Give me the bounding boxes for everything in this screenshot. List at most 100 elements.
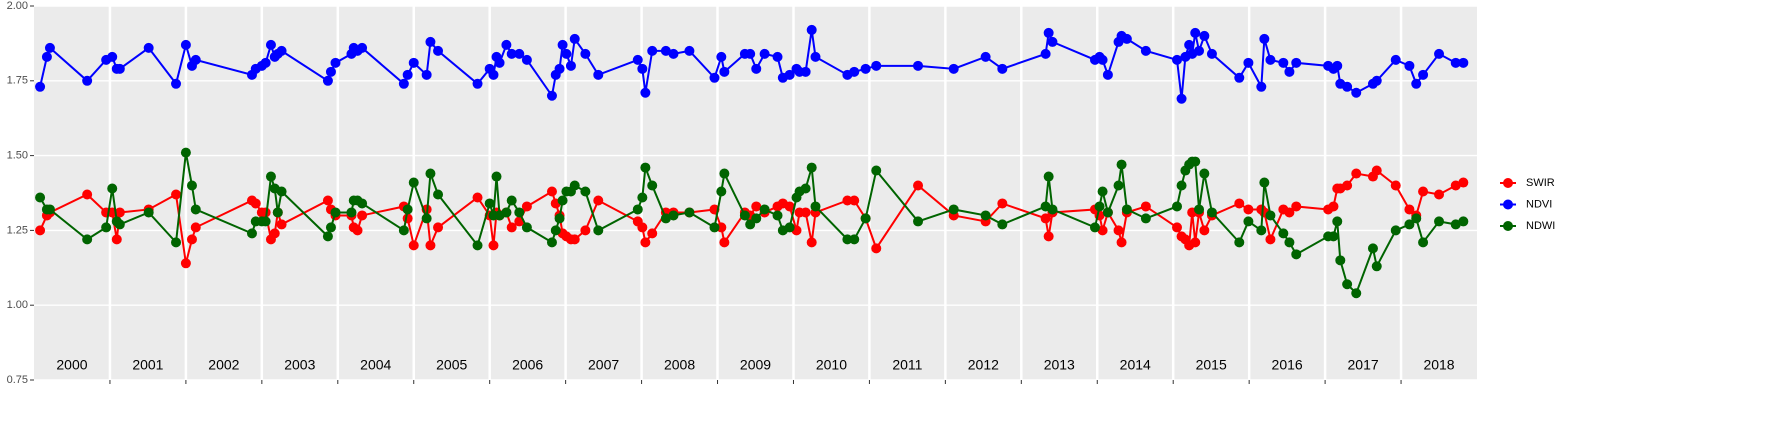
data-point [425, 168, 436, 179]
data-point [1116, 237, 1127, 248]
data-point [398, 225, 409, 236]
data-point [250, 198, 261, 209]
data-point [1418, 186, 1429, 197]
year-label: 2014 [1120, 357, 1151, 373]
data-point [111, 234, 122, 245]
data-point [1176, 93, 1187, 104]
data-point [719, 66, 730, 77]
data-point [276, 186, 287, 197]
data-point [1284, 237, 1295, 248]
y-tick-label: 1.75 [7, 75, 28, 87]
data-point [784, 222, 795, 233]
data-point [1342, 180, 1353, 191]
data-point [107, 51, 118, 62]
data-point [1291, 201, 1302, 212]
data-point [569, 234, 580, 245]
data-point [546, 186, 557, 197]
data-point [668, 210, 679, 221]
data-point [784, 201, 795, 212]
data-point [35, 225, 46, 236]
data-point [1390, 54, 1401, 65]
data-point [1047, 204, 1058, 215]
data-point [472, 78, 483, 89]
year-label: 2011 [892, 357, 922, 373]
data-point [871, 60, 882, 71]
data-point [716, 186, 727, 197]
data-point [501, 207, 512, 218]
data-point [322, 75, 333, 86]
data-point [1284, 66, 1295, 77]
data-point [554, 63, 565, 74]
data-point [580, 225, 591, 236]
data-point [1351, 288, 1362, 299]
data-point [1234, 198, 1245, 209]
data-point [751, 213, 762, 224]
data-point [260, 57, 271, 68]
data-point [1176, 180, 1187, 191]
data-point [684, 207, 695, 218]
data-point [35, 192, 46, 203]
data-point [433, 189, 444, 200]
year-label: 2002 [208, 357, 239, 373]
data-point [948, 204, 959, 215]
data-point [1371, 261, 1382, 272]
year-label: 2017 [1348, 357, 1379, 373]
data-point [276, 219, 287, 230]
data-point [1259, 177, 1270, 188]
data-point [1140, 213, 1151, 224]
data-point [1434, 189, 1445, 200]
data-point [759, 204, 770, 215]
data-point [265, 171, 276, 182]
data-point [433, 45, 444, 56]
year-label: 2001 [132, 357, 163, 373]
data-point [871, 165, 882, 176]
data-point [1367, 243, 1378, 254]
data-point [913, 216, 924, 227]
data-point [521, 222, 532, 233]
data-point [472, 192, 483, 203]
y-tick-label: 0.75 [7, 374, 28, 386]
data-point [1234, 237, 1245, 248]
data-point [398, 78, 409, 89]
data-point [980, 51, 991, 62]
data-point [1328, 201, 1339, 212]
data-point [1335, 255, 1346, 266]
data-point [842, 195, 853, 206]
data-point [1194, 204, 1205, 215]
data-point [357, 42, 368, 53]
data-point [44, 42, 55, 53]
data-point [849, 66, 860, 77]
year-label: 2013 [1044, 357, 1075, 373]
data-point [421, 213, 432, 224]
data-point [171, 189, 182, 200]
data-point [1265, 54, 1276, 65]
data-point [82, 189, 93, 200]
data-point [491, 171, 502, 182]
data-point [759, 48, 770, 59]
data-point [565, 60, 576, 71]
data-point [1190, 156, 1201, 167]
data-point [143, 42, 154, 53]
data-point [561, 48, 572, 59]
data-point [772, 51, 783, 62]
data-point [980, 210, 991, 221]
year-label: 2006 [512, 357, 543, 373]
data-point [1265, 234, 1276, 245]
legend-label: NDWI [1526, 220, 1555, 232]
data-point [472, 240, 483, 251]
data-point [506, 195, 517, 206]
y-tick-label: 2.00 [7, 0, 28, 12]
data-point [1332, 216, 1343, 227]
data-point [1291, 249, 1302, 260]
data-point [501, 39, 512, 50]
year-label: 2009 [740, 357, 771, 373]
data-point [842, 234, 853, 245]
data-point [488, 69, 499, 80]
data-point [632, 54, 643, 65]
legend-key [1503, 199, 1513, 210]
data-point [1102, 69, 1113, 80]
data-point [640, 237, 651, 248]
data-point [322, 231, 333, 242]
data-point [554, 213, 565, 224]
